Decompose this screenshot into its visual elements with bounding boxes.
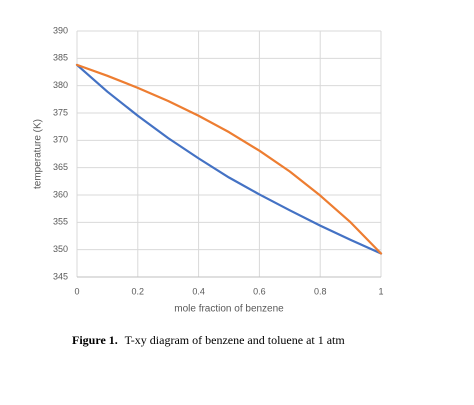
y-tick-label: 370 — [53, 135, 68, 145]
x-tick-label: 0.2 — [132, 286, 145, 296]
y-tick-label: 345 — [53, 271, 68, 281]
y-tick-label: 390 — [53, 25, 68, 35]
y-tick-label: 375 — [53, 107, 68, 117]
y-tick-label: 355 — [53, 217, 68, 227]
y-tick-label: 365 — [53, 162, 68, 172]
y-tick-label: 360 — [53, 189, 68, 199]
x-tick-label: 0.6 — [253, 286, 266, 296]
y-tick-label: 385 — [53, 53, 68, 63]
caption: Figure 1. T-xy diagram of benzene and to… — [72, 333, 345, 347]
y-axis-label: temperature (K) — [33, 119, 44, 189]
x-tick-label: 0 — [74, 286, 79, 296]
caption-text: T-xy diagram of benzene and toluene at 1… — [125, 333, 346, 347]
x-tick-label: 1 — [378, 286, 383, 296]
caption-label: Figure 1. — [72, 333, 118, 347]
y-tick-label: 350 — [53, 244, 68, 254]
x-axis-label: mole fraction of benzene — [174, 304, 284, 315]
series-line — [75, 63, 383, 255]
y-tick-label: 380 — [53, 80, 68, 90]
series-line — [75, 63, 383, 255]
x-tick-label: 0.8 — [314, 286, 327, 296]
x-tick-label: 0.4 — [192, 286, 205, 296]
